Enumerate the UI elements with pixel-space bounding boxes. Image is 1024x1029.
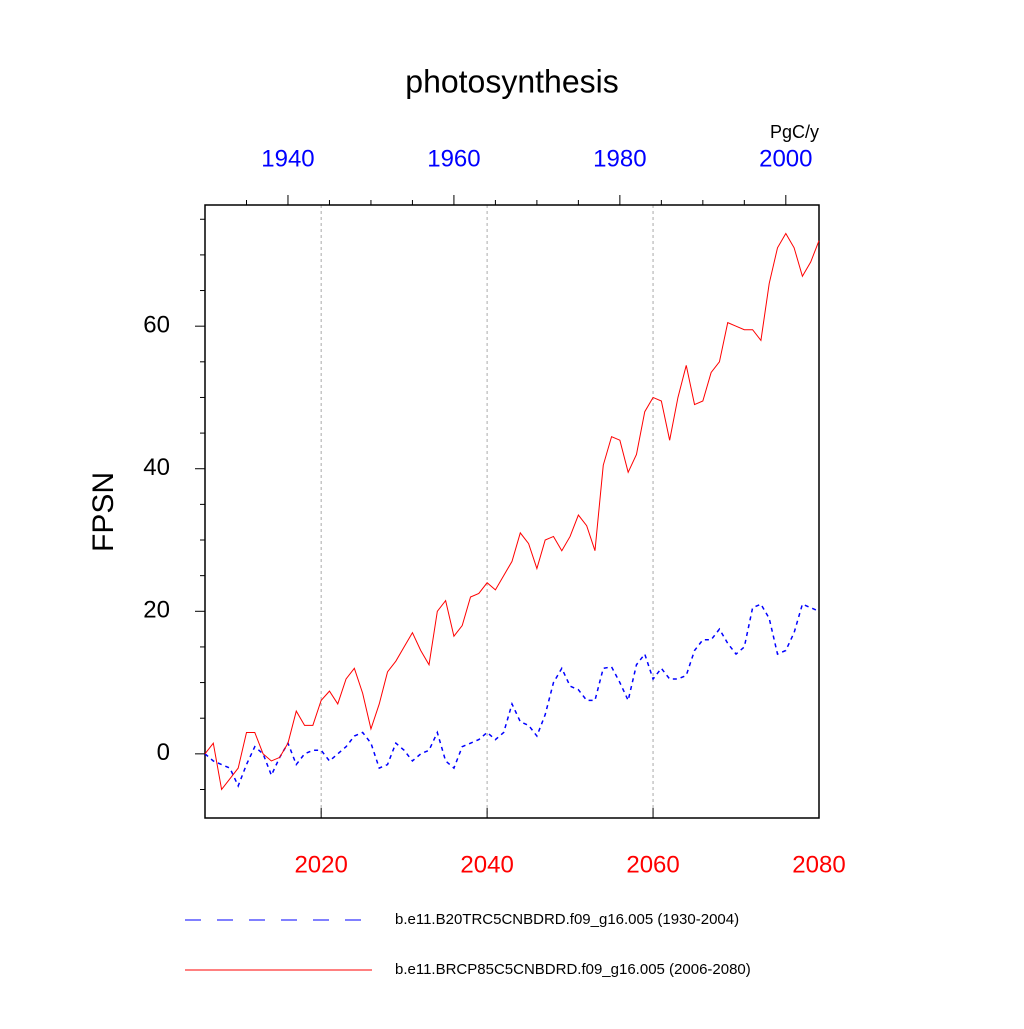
x-tick-label: 2060 [626, 851, 679, 878]
x2-tick-label: 1960 [427, 145, 480, 172]
series-line [204, 232, 820, 791]
x2-tick-label: 1980 [593, 145, 646, 172]
y-tick-label: 20 [143, 597, 170, 624]
series-line [204, 603, 820, 788]
x2-tick-label: 1940 [261, 145, 314, 172]
x-tick-label: 2080 [792, 851, 845, 878]
plot-frame [204, 204, 820, 819]
y-tick-label: 60 [143, 312, 170, 339]
legend-label: b.e11.B20TRC5CNBDRD.f09_g16.005 (1930-20… [395, 911, 739, 928]
y-tick-label: 0 [157, 739, 170, 766]
x2-tick-label: 2000 [759, 145, 812, 172]
x-tick-label: 2040 [460, 851, 513, 878]
x-tick-label: 2020 [294, 851, 347, 878]
y-axis-label: FPSN [87, 472, 120, 552]
legend-label: b.e11.BRCP85C5CNBDRD.f09_g16.005 (2006-2… [395, 961, 751, 978]
units-label: PgC/y [770, 122, 819, 142]
y-tick-label: 40 [143, 454, 170, 481]
chart-title: photosynthesis [405, 63, 618, 99]
